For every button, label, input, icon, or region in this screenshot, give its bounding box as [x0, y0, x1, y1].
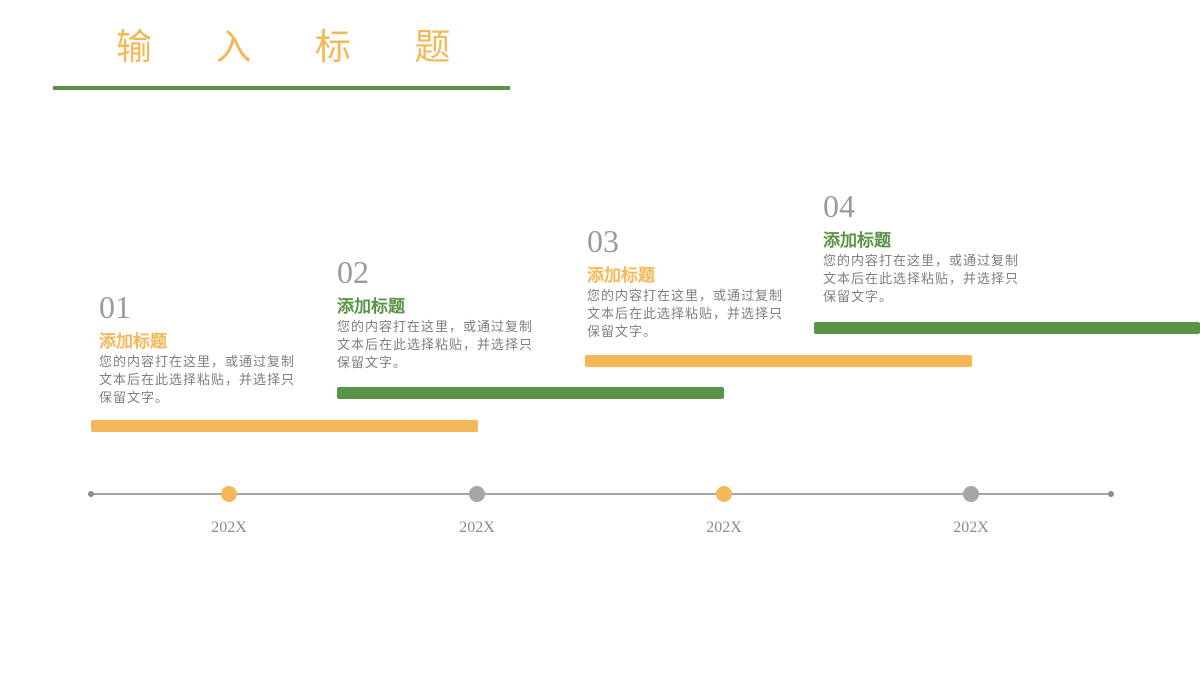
- step-04-bar: [814, 322, 1200, 334]
- timeline-marker: [963, 486, 979, 502]
- step-02-bar: [337, 387, 724, 399]
- step-title: 添加标题: [823, 231, 891, 251]
- step-02: 02 添加标题 您的内容打在这里，或通过复制文本后在此选择粘贴，并选择只保留文字…: [337, 256, 537, 373]
- timeline-year: 202X: [211, 519, 247, 536]
- step-body: 您的内容打在这里，或通过复制文本后在此选择粘贴，并选择只保留文字。: [337, 320, 534, 372]
- step-number: 01: [99, 289, 131, 325]
- title-underline: [53, 86, 510, 90]
- step-title: 添加标题: [99, 332, 167, 352]
- step-number: 02: [337, 254, 369, 290]
- step-title: 添加标题: [337, 297, 405, 317]
- step-body: 您的内容打在这里，或通过复制文本后在此选择粘贴，并选择只保留文字。: [587, 289, 784, 341]
- step-01: 01 添加标题 您的内容打在这里，或通过复制文本后在此选择粘贴，并选择只保留文字…: [99, 291, 299, 408]
- step-body: 您的内容打在这里，或通过复制文本后在此选择粘贴，并选择只保留文字。: [823, 254, 1020, 306]
- timeline-year: 202X: [459, 519, 495, 536]
- step-03: 03 添加标题 您的内容打在这里，或通过复制文本后在此选择粘贴，并选择只保留文字…: [587, 225, 787, 342]
- timeline-year: 202X: [953, 519, 989, 536]
- timeline-marker: [469, 486, 485, 502]
- timeline-start-cap: [88, 491, 94, 497]
- step-03-bar: [585, 355, 972, 367]
- step-body: 您的内容打在这里，或通过复制文本后在此选择粘贴，并选择只保留文字。: [99, 355, 296, 407]
- step-title: 添加标题: [587, 266, 655, 286]
- step-number: 03: [587, 223, 619, 259]
- timeline-year: 202X: [706, 519, 742, 536]
- timeline-end-cap: [1108, 491, 1114, 497]
- timeline-marker: [716, 486, 732, 502]
- timeline-axis: [91, 493, 1111, 495]
- step-number: 04: [823, 188, 855, 224]
- step-01-bar: [91, 420, 478, 432]
- timeline-marker: [221, 486, 237, 502]
- step-04: 04 添加标题 您的内容打在这里，或通过复制文本后在此选择粘贴，并选择只保留文字…: [823, 190, 1023, 307]
- page-title: 输 入 标 题: [116, 27, 477, 68]
